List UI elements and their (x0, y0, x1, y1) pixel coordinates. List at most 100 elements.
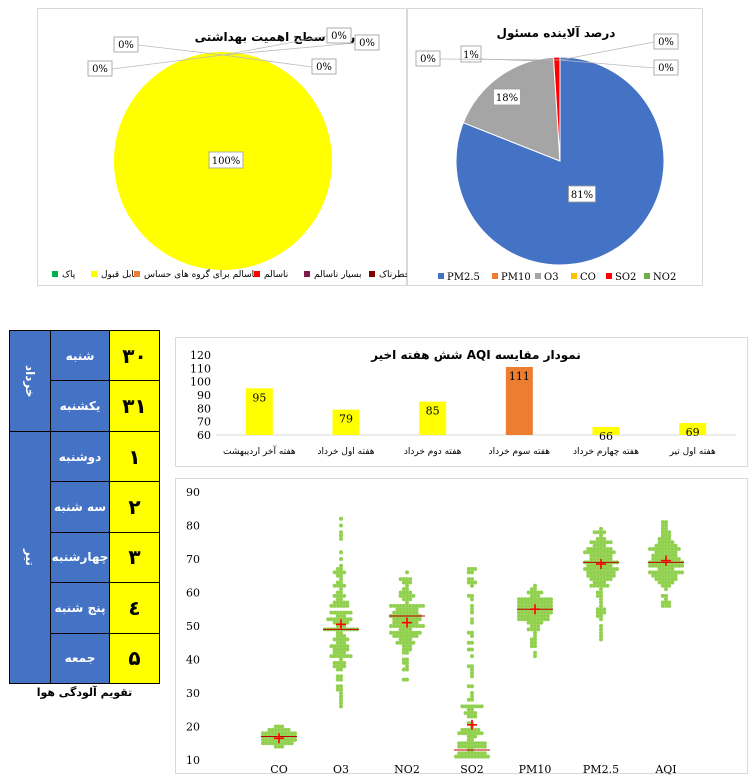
x-tick-label: هفته چهارم خرداد (573, 447, 639, 457)
data-point (411, 630, 416, 635)
data-point (533, 597, 537, 602)
data-point (470, 640, 474, 645)
data-point (289, 737, 294, 742)
x-tick-label: هفته اول خرداد (318, 447, 375, 457)
data-point (339, 691, 343, 695)
pie-leader-line (222, 54, 313, 68)
data-point (595, 610, 600, 615)
data-point (466, 570, 471, 575)
y-tick-label: 10 (186, 754, 200, 767)
data-point (536, 613, 541, 618)
data-point (589, 577, 594, 582)
data-point (545, 610, 550, 615)
legend-swatch (369, 271, 375, 277)
data-point (335, 647, 340, 652)
data-point (398, 610, 403, 615)
data-point (599, 597, 603, 602)
data-point (592, 557, 597, 561)
data-point (479, 754, 484, 759)
data-point (529, 593, 534, 598)
data-point (405, 610, 409, 615)
data-point (339, 674, 343, 679)
data-point (342, 660, 347, 665)
data-point (460, 741, 465, 746)
data-point (470, 754, 474, 759)
data-point (401, 587, 406, 592)
data-point (466, 744, 471, 749)
y-tick-label: 90 (186, 486, 200, 499)
data-point (280, 727, 285, 732)
data-point (401, 650, 406, 655)
data-point (479, 751, 484, 756)
data-point (414, 630, 419, 635)
data-point (526, 627, 531, 632)
pie-data-label: 81% (571, 190, 593, 201)
legend-label: O3 (544, 272, 559, 283)
data-point (332, 620, 337, 625)
data-point (342, 603, 347, 608)
data-point (463, 751, 468, 756)
data-point (339, 603, 343, 608)
data-point (339, 550, 343, 555)
data-point (602, 540, 607, 545)
pie-leader-line (111, 54, 224, 70)
data-point (473, 754, 478, 759)
data-point (670, 577, 675, 582)
data-point (401, 617, 406, 622)
data-point (332, 617, 337, 622)
data-point (664, 600, 668, 605)
bar-value-label: 66 (599, 430, 613, 443)
data-point (261, 741, 265, 746)
data-point (470, 674, 474, 679)
data-point (670, 567, 675, 572)
data-point (673, 546, 678, 551)
data-point (473, 704, 478, 709)
data-point (293, 731, 297, 736)
data-point (529, 600, 534, 605)
data-point (539, 603, 544, 608)
data-point (605, 557, 610, 561)
data-point (479, 704, 484, 709)
data-point (526, 603, 531, 608)
data-point (583, 567, 587, 572)
legend-swatch (91, 271, 97, 277)
data-point (267, 737, 272, 742)
data-point (335, 630, 340, 635)
data-point (473, 734, 478, 739)
data-point (592, 546, 597, 551)
data-point (592, 530, 597, 535)
data-point (342, 644, 347, 649)
pie-label-box (208, 151, 244, 169)
data-point (405, 587, 409, 592)
data-point (473, 580, 478, 585)
data-point (335, 617, 340, 622)
data-point (470, 684, 474, 689)
data-point (664, 587, 668, 592)
data-point (660, 573, 665, 578)
data-point (470, 577, 474, 582)
data-point (339, 654, 343, 659)
data-point (670, 550, 675, 555)
data-point (533, 593, 537, 598)
data-point (648, 546, 652, 551)
data-point (335, 687, 340, 692)
data-point (529, 640, 534, 645)
data-point (611, 570, 616, 575)
data-point (342, 664, 347, 669)
data-point (673, 563, 678, 568)
bar-value-label: 85 (426, 405, 440, 418)
data-point (267, 727, 272, 732)
legend-swatch (254, 271, 260, 277)
data-point (599, 553, 603, 558)
data-point (595, 573, 600, 578)
y-tick-label: 90 (197, 389, 211, 402)
data-point (470, 714, 474, 719)
pie-label-box (113, 36, 139, 53)
legend-swatch (52, 271, 58, 277)
data-point (592, 570, 597, 575)
data-point (408, 617, 413, 622)
data-point (395, 607, 400, 612)
data-point (589, 573, 594, 578)
data-point (660, 567, 665, 572)
bar-chart-title: نمودار مقایسه AQI شش هفته اخیر (370, 348, 581, 363)
